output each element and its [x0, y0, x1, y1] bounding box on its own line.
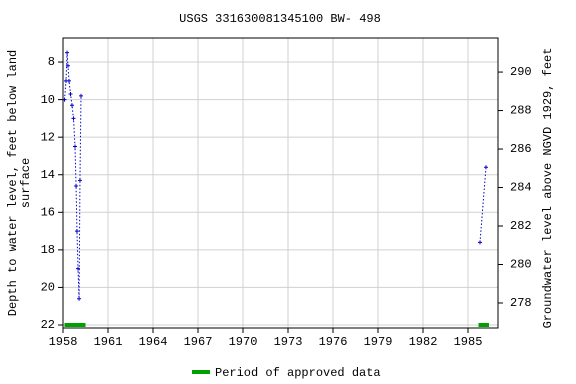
- x-tick-label: 1973: [274, 335, 303, 349]
- data-point: [73, 144, 77, 149]
- data-point: [62, 97, 67, 102]
- y-tick-label: 16: [41, 205, 55, 219]
- y-tick-label: 22: [41, 318, 55, 332]
- data-point: [70, 103, 74, 108]
- y2-tick-label: 286: [510, 142, 532, 156]
- y2-tick-label: 280: [510, 258, 532, 272]
- x-tick-label: 1976: [319, 335, 348, 349]
- data-point: [65, 63, 70, 68]
- x-tick-label: 1961: [94, 335, 123, 349]
- y-axis-label: Depth to water level, feet below land: [6, 50, 20, 316]
- y2-axis-label: Groundwater level above NGVD 1929, feet: [541, 48, 555, 329]
- data-point: [79, 93, 83, 98]
- x-tick-label: 1964: [139, 335, 168, 349]
- y-tick-label: 14: [41, 168, 55, 182]
- y2-tick-label: 284: [510, 181, 532, 195]
- y2-tick-label: 288: [510, 104, 532, 118]
- data-point: [77, 296, 82, 301]
- plot-frame: [62, 37, 499, 329]
- y-tick-label: 20: [41, 281, 55, 295]
- chart-title: USGS 331630081345100 BW- 498: [179, 12, 381, 26]
- y-axis-label: surface: [19, 158, 33, 208]
- data-point: [65, 50, 70, 55]
- data-point: [77, 178, 82, 183]
- data-point: [484, 165, 488, 170]
- data-point: [478, 240, 482, 245]
- y-tick-label: 10: [41, 93, 55, 107]
- legend-label: Period of approved data: [215, 366, 381, 380]
- y-tick-label: 12: [41, 130, 55, 144]
- x-tick-label: 1985: [454, 335, 483, 349]
- y-tick-label: 18: [41, 243, 55, 257]
- x-tick-label: 1982: [409, 335, 438, 349]
- x-tick-label: 1958: [49, 335, 78, 349]
- data-point: [68, 91, 73, 96]
- y2-tick-label: 290: [510, 65, 532, 79]
- data-point: [76, 266, 80, 271]
- x-tick-label: 1967: [184, 335, 213, 349]
- y2-tick-label: 282: [510, 219, 532, 233]
- data-point: [71, 116, 76, 121]
- x-tick-label: 1979: [364, 335, 393, 349]
- y-tick-label: 8: [48, 55, 55, 69]
- approved-period: [478, 323, 489, 327]
- y2-tick-label: 278: [510, 296, 532, 310]
- x-tick-label: 1970: [229, 335, 258, 349]
- data-line: [64, 52, 82, 299]
- approved-period: [64, 323, 86, 327]
- data-point: [74, 229, 79, 234]
- data-line: [479, 167, 487, 243]
- data-point: [67, 78, 71, 83]
- data-point: [74, 184, 79, 189]
